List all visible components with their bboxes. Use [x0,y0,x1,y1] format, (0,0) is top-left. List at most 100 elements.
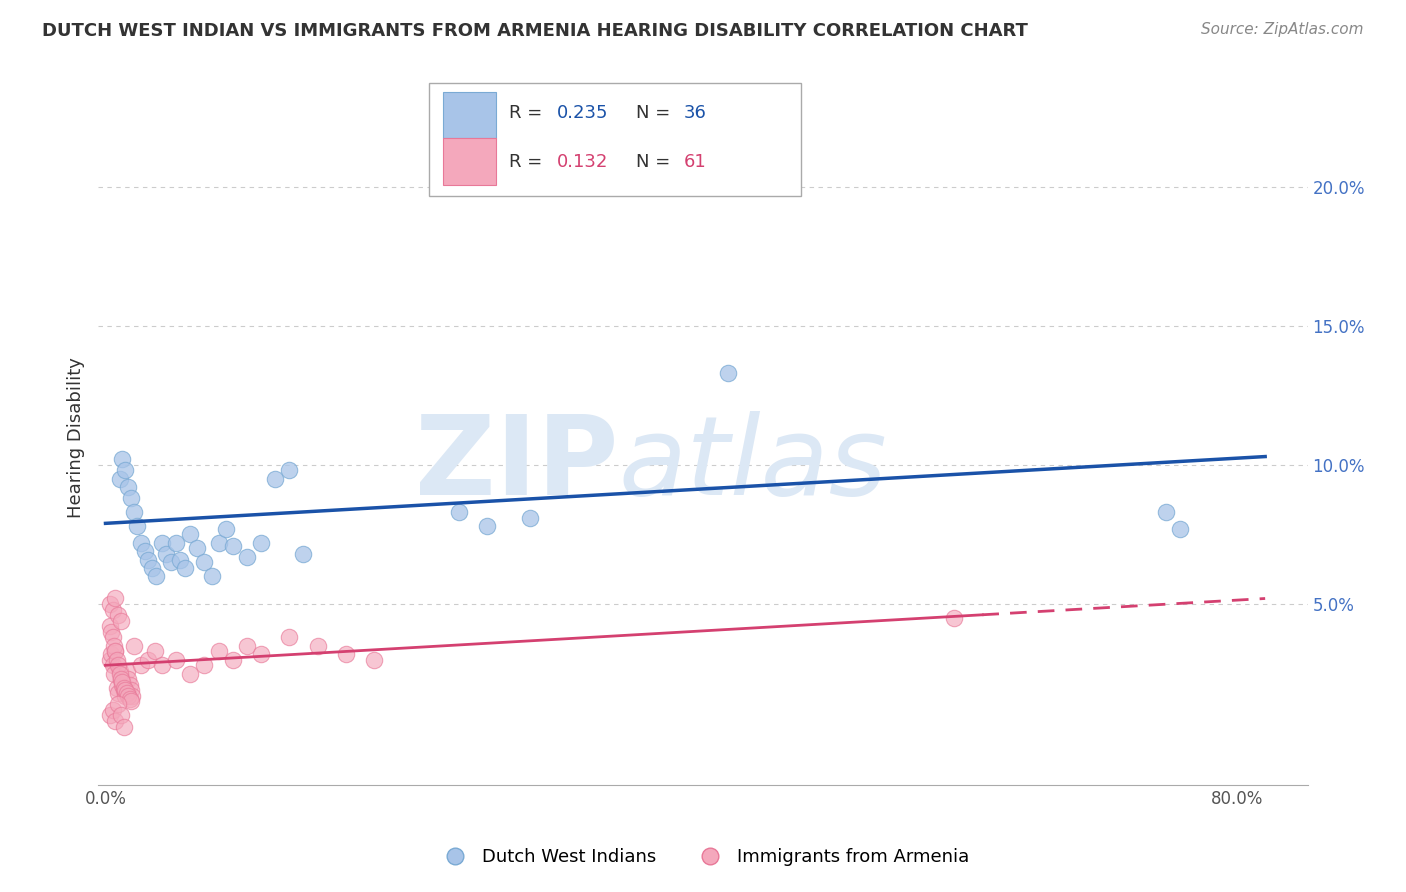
Point [98,708,121,723]
Text: N =: N = [636,153,675,171]
Point [105,681,128,695]
Point [222,653,245,667]
Point [120,491,142,506]
Point [335,647,357,661]
Point [104,644,127,658]
Point [519,510,541,524]
Point [103,666,125,681]
Point [111,675,134,690]
Text: 36: 36 [683,104,706,122]
Point [136,552,159,566]
Point [278,631,301,645]
Point [179,527,201,541]
Point [100,647,122,661]
Point [107,686,129,700]
Point [104,644,127,658]
Point [117,480,139,494]
Point [165,653,187,667]
Point [278,463,301,477]
Point [250,536,273,550]
Point [112,681,135,695]
Point [121,689,143,703]
Y-axis label: Hearing Disability: Hearing Disability [66,357,84,517]
Point [101,602,124,616]
Point [717,366,740,380]
Point [98,653,121,667]
Text: atlas: atlas [619,411,887,518]
Point [110,672,132,686]
Point [112,719,135,733]
Point [145,569,167,583]
Point [122,639,145,653]
Point [104,591,127,606]
Point [107,698,129,712]
Point [108,472,131,486]
Point [120,694,142,708]
Point [236,549,259,564]
Point [150,536,173,550]
Point [104,714,127,728]
Point [129,658,152,673]
Point [136,653,159,667]
Text: Source: ZipAtlas.com: Source: ZipAtlas.com [1201,22,1364,37]
Point [101,631,124,645]
Point [173,561,195,575]
Point [186,541,208,556]
Point [111,452,134,467]
Point [129,536,152,550]
Point [108,666,131,681]
Point [105,653,128,667]
Point [236,639,259,653]
Point [169,552,191,566]
Point [264,472,287,486]
Point [150,658,173,673]
Point [114,683,136,698]
Point [193,658,215,673]
Text: 61: 61 [683,153,706,171]
Point [115,664,138,678]
Point [98,619,121,633]
Point [120,683,142,698]
Point [179,666,201,681]
Text: R =: R = [509,104,548,122]
Point [117,689,139,703]
Point [115,686,138,700]
Point [118,691,141,706]
Point [125,519,148,533]
Point [165,536,187,550]
Point [159,555,181,569]
Point [110,672,132,686]
Point [155,547,177,561]
Point [292,547,315,561]
Point [200,569,222,583]
Text: R =: R = [509,153,548,171]
Point [134,544,156,558]
Point [943,611,966,625]
Point [477,519,499,533]
Point [101,658,124,673]
Point [1154,505,1177,519]
Point [447,505,470,519]
Text: ZIP: ZIP [415,411,619,518]
Point [122,505,145,519]
Point [307,639,329,653]
Point [100,624,122,639]
Text: DUTCH WEST INDIAN VS IMMIGRANTS FROM ARMENIA HEARING DISABILITY CORRELATION CHAR: DUTCH WEST INDIAN VS IMMIGRANTS FROM ARM… [42,22,1028,40]
Point [114,463,136,477]
Point [250,647,273,661]
Point [141,561,163,575]
Text: 0.235: 0.235 [557,104,609,122]
Point [112,683,135,698]
Point [363,653,385,667]
Legend: Dutch West Indians, Immigrants from Armenia: Dutch West Indians, Immigrants from Arme… [429,841,977,873]
Text: 0.132: 0.132 [557,153,609,171]
Point [215,522,238,536]
Point [1168,522,1191,536]
Point [103,639,125,653]
Point [107,608,129,623]
Point [108,664,131,678]
Point [207,536,229,550]
Point [110,708,132,723]
Point [143,644,166,658]
Point [222,539,245,553]
